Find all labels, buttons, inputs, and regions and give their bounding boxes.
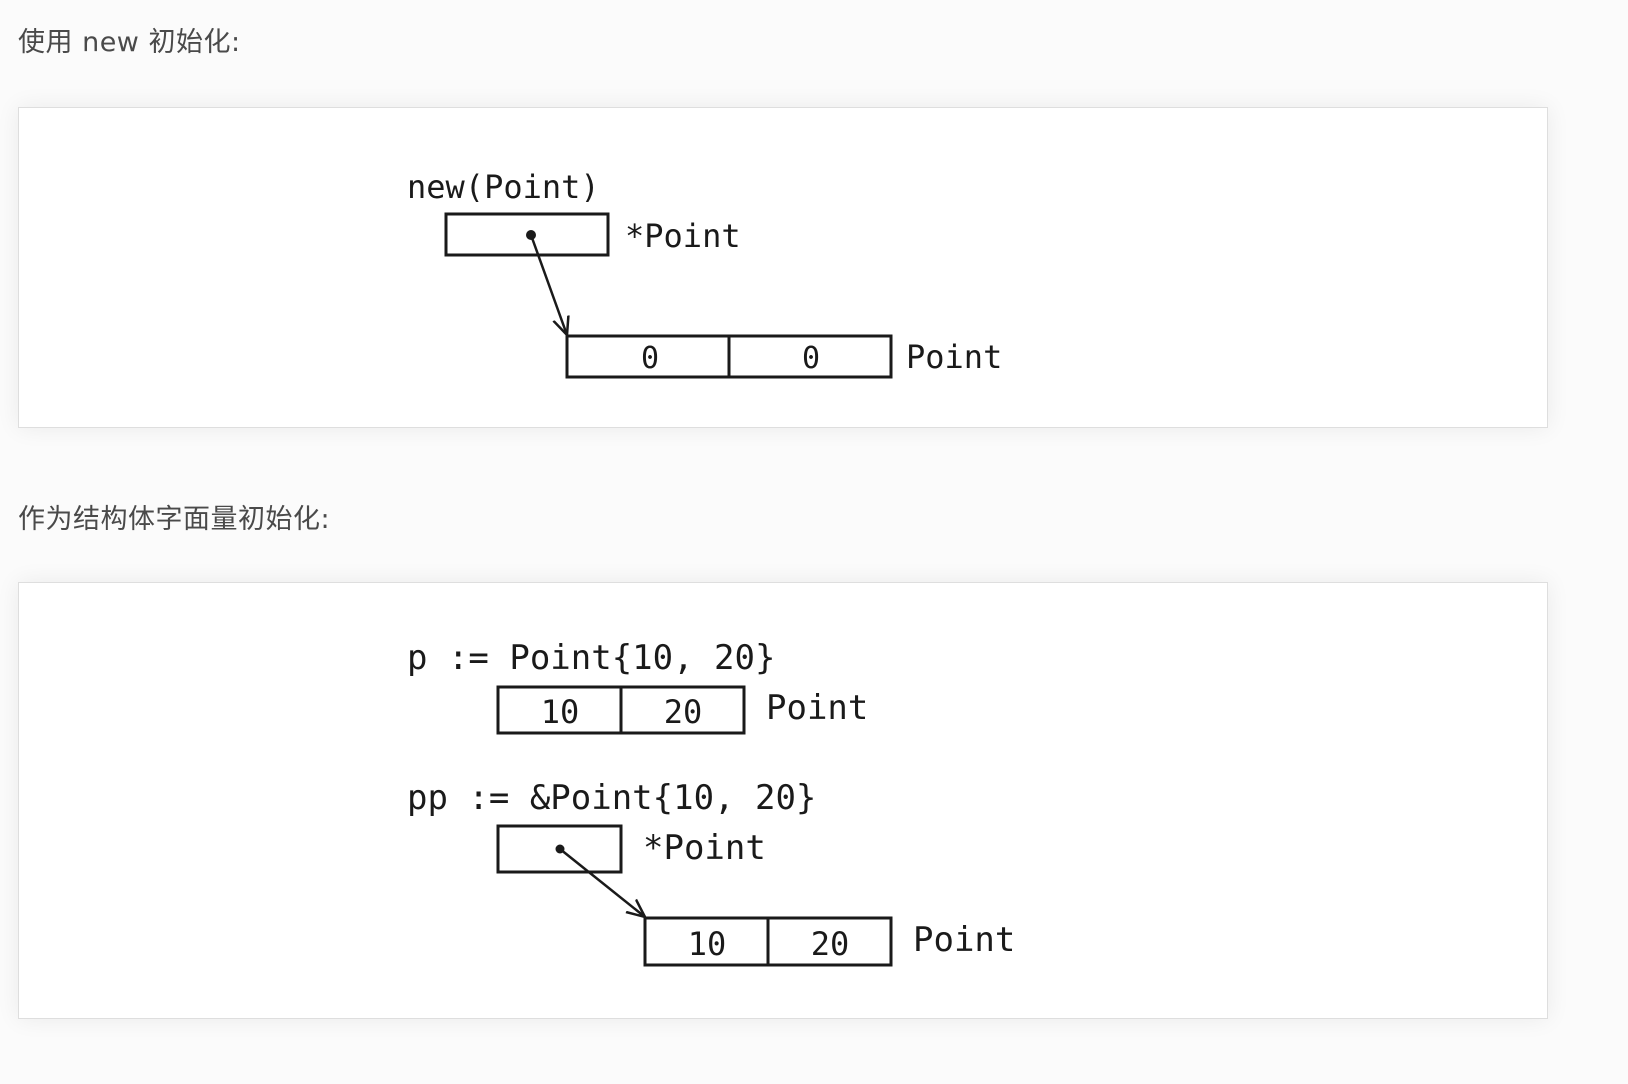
caption-new-init: 使用 new 初始化: bbox=[18, 27, 241, 58]
pointed-field-x-text: 10 bbox=[688, 925, 727, 963]
diagram-panel-literal: p := Point{10, 20} 10 20 Point pp := &Po… bbox=[18, 582, 1548, 1019]
pointed-field-y-text: 20 bbox=[811, 925, 850, 963]
expr-value-literal: p := Point{10, 20} bbox=[407, 638, 775, 678]
value-type-label: Point bbox=[766, 688, 868, 728]
value-field-y-text: 20 bbox=[664, 693, 703, 731]
field-y-value: 0 bbox=[802, 341, 820, 376]
struct-type-label: Point bbox=[906, 338, 1002, 376]
value-field-x bbox=[496, 685, 623, 735]
struct-literal-diagram: p := Point{10, 20} 10 20 Point pp := &Po… bbox=[407, 638, 1015, 967]
expr-pointer-literal: pp := &Point{10, 20} bbox=[407, 778, 816, 818]
struct-field-y bbox=[727, 334, 893, 379]
value-field-y bbox=[619, 685, 746, 735]
value-field-x-text: 10 bbox=[541, 693, 580, 731]
pointer-arrow bbox=[529, 234, 567, 335]
expr-new-point: new(Point) bbox=[407, 168, 600, 206]
pointed-field-y bbox=[766, 916, 893, 967]
field-x-value: 0 bbox=[641, 341, 659, 376]
pointer-box bbox=[444, 212, 610, 257]
pointer-type-label: *Point bbox=[625, 217, 741, 255]
pointed-struct-type-label: Point bbox=[913, 920, 1015, 960]
caption-literal-init: 作为结构体字面量初始化: bbox=[18, 504, 331, 535]
struct-field-x bbox=[565, 334, 731, 379]
pointer-arrow-pp bbox=[559, 848, 645, 917]
pointer-type-label-pp: *Point bbox=[643, 828, 766, 868]
diagram-panel-new: new(Point) *Point 0 0 Point bbox=[18, 107, 1548, 428]
new-point-diagram: new(Point) *Point 0 0 Point bbox=[407, 168, 1002, 379]
